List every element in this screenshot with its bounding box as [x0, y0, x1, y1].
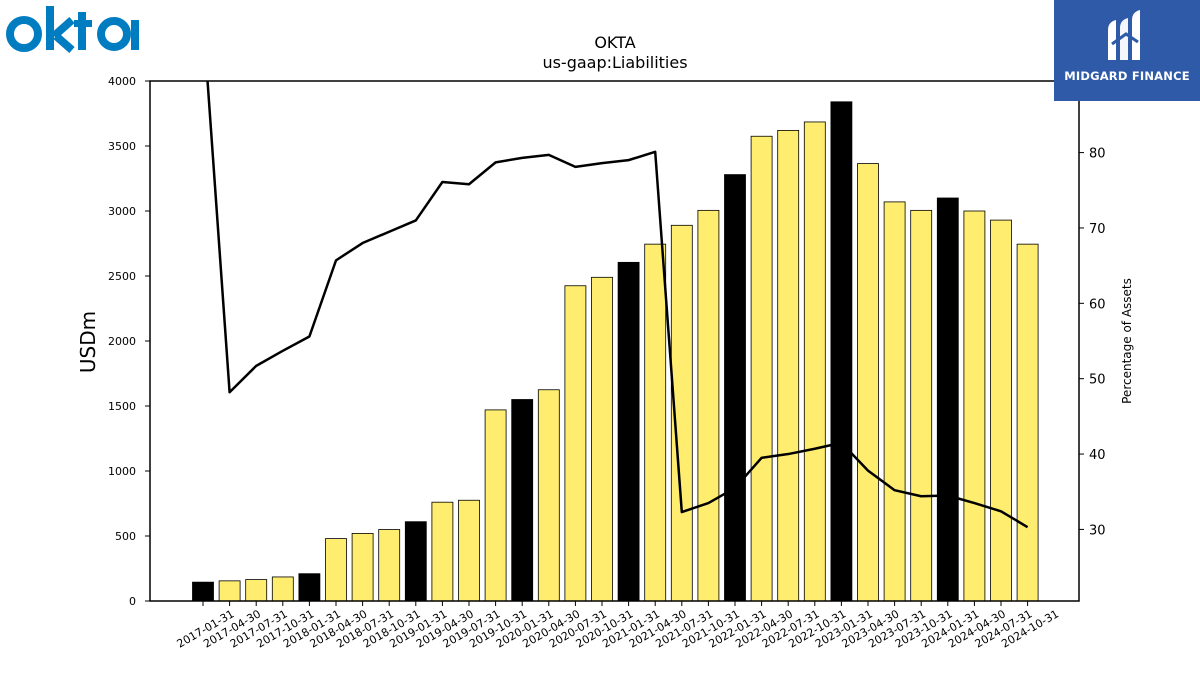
bar-2023-04-30	[857, 163, 879, 602]
bar-2024-01-31	[936, 197, 959, 602]
axes: 0 500 1000 1500 2000 2500 3000 3500 4000 30 40 50 60…	[108, 75, 1106, 651]
okta-logo	[6, 6, 139, 54]
bar-series	[192, 101, 1039, 602]
y2-tick-label: 50	[1089, 373, 1106, 388]
bar-2021-10-31	[697, 209, 720, 602]
y-tick-label: 3500	[108, 140, 136, 153]
bar-2020-04-30	[537, 389, 560, 602]
bar-2024-04-30	[963, 210, 986, 602]
y-tick-label: 2500	[108, 270, 136, 283]
y-tick-label: 3000	[108, 205, 136, 218]
bar-2020-01-31	[511, 399, 534, 602]
bar-2019-04-30	[431, 501, 454, 602]
bar-2022-01-31	[724, 174, 746, 602]
publisher-name: MIDGARD FINANCE	[1064, 69, 1190, 83]
y2-tick-label: 70	[1089, 222, 1106, 237]
bar-2017-01-31	[192, 581, 214, 602]
y2-tick-label: 80	[1089, 147, 1106, 162]
bar-2022-10-31	[803, 121, 826, 602]
y2-axis-label: Percentage of Assets	[1120, 278, 1134, 404]
bar-2017-04-30	[218, 580, 241, 602]
midgard-finance-logo: MIDGARD FINANCE	[1054, 0, 1200, 101]
bar-2023-10-31	[910, 209, 933, 602]
percentage-of-assets-line	[206, 81, 1029, 529]
y-tick-label: 500	[115, 530, 136, 543]
y2-tick-label: 60	[1089, 297, 1106, 312]
line-series	[206, 81, 1029, 529]
bar-2024-07-31	[990, 219, 1012, 602]
y-axis-label: USDm	[76, 311, 100, 373]
bar-2022-04-30	[750, 135, 773, 602]
bar-2024-10-31	[1016, 243, 1039, 602]
y-tick-label: 2000	[108, 335, 136, 348]
bar-2017-10-31	[271, 576, 294, 602]
y2-tick-label: 40	[1089, 448, 1106, 463]
bar-2018-07-31	[351, 533, 374, 602]
bar-2021-01-31	[617, 261, 640, 602]
midgard-m-icon	[1108, 10, 1140, 60]
y-tick-label: 1500	[108, 400, 136, 413]
bar-2023-01-31	[830, 101, 853, 602]
bar-2017-07-31	[245, 579, 268, 602]
y-tick-label: 0	[129, 595, 136, 608]
bar-2018-01-31	[298, 573, 321, 602]
bar-2018-04-30	[325, 538, 347, 602]
chart-subtitle: us-gaap:Liabilities	[542, 53, 687, 72]
bar-2021-04-30	[644, 243, 667, 602]
bar-2020-07-31	[564, 285, 587, 602]
bar-2023-07-31	[883, 201, 906, 602]
bar-2019-01-31	[404, 521, 427, 602]
bar-2019-07-31	[458, 499, 480, 602]
bar-2022-07-31	[777, 129, 800, 602]
bar-2019-10-31	[484, 409, 507, 602]
chart-title: OKTA	[594, 33, 635, 52]
bar-2020-10-31	[591, 276, 613, 602]
bar-2018-10-31	[378, 529, 401, 602]
y-tick-label: 4000	[108, 75, 136, 88]
y-tick-label: 1000	[108, 465, 136, 478]
y2-tick-label: 30	[1089, 523, 1106, 538]
